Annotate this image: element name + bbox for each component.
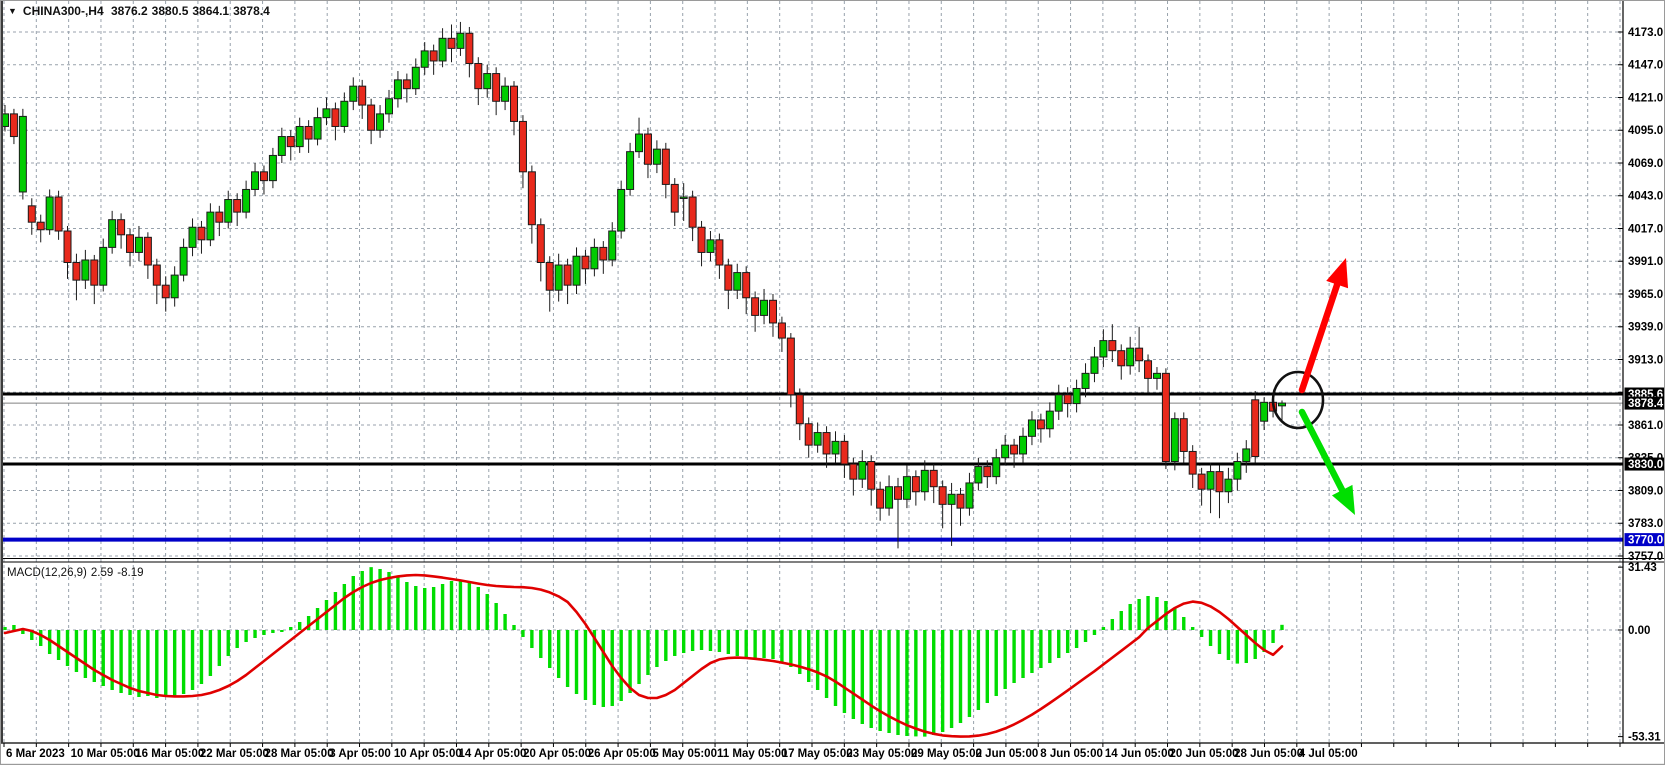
highlight-circle	[1271, 370, 1325, 430]
svg-text:4173.0: 4173.0	[1628, 27, 1663, 39]
time-label: 10 Mar 05:00	[71, 748, 140, 760]
time-label: 3 Apr 05:00	[329, 748, 391, 760]
price-label-3830.0: 3830.0	[1628, 459, 1663, 471]
macd-signal-value: -8.19	[117, 567, 144, 579]
pane-borders	[1, 1, 1664, 744]
macd-main-value: 2.59	[90, 567, 114, 579]
svg-text:4017.0: 4017.0	[1628, 223, 1663, 235]
annotations	[1271, 258, 1355, 515]
window-bottom-strip	[1, 763, 1664, 764]
symbol-period-label: CHINA300-,H4	[22, 4, 104, 18]
candles	[1, 21, 1286, 549]
svg-text:3965.0: 3965.0	[1628, 289, 1663, 301]
ohlc-close: 3878.4	[233, 4, 270, 18]
svg-text:3783.0: 3783.0	[1628, 518, 1663, 530]
time-label: 17 May 05:00	[782, 748, 853, 760]
svg-text:-53.31: -53.31	[1628, 732, 1661, 744]
time-label: 20 Jun 05:00	[1170, 748, 1239, 760]
time-label: 26 Apr 05:00	[588, 748, 656, 760]
svg-text:4069.0: 4069.0	[1628, 158, 1663, 170]
macd-name: MACD(12,26,9)	[7, 567, 87, 579]
price-label-3878.4: 3878.4	[1628, 398, 1664, 410]
time-label: 20 Apr 05:00	[523, 748, 591, 760]
time-label: 4 Jul 05:00	[1299, 748, 1358, 760]
ohlc-low: 3864.1	[192, 4, 230, 18]
svg-text:4147.0: 4147.0	[1628, 60, 1663, 72]
svg-text:0.00: 0.00	[1628, 625, 1650, 637]
macd-indicator-label: MACD(12,26,9) 2.59 -8.19	[7, 567, 148, 579]
svg-text:3991.0: 3991.0	[1628, 256, 1663, 268]
svg-text:3939.0: 3939.0	[1628, 322, 1663, 334]
up-arrow	[1298, 258, 1349, 394]
macd-histogram	[3, 567, 1284, 737]
price-label-3770.0: 3770.0	[1628, 535, 1663, 547]
time-label: 10 Apr 05:00	[394, 748, 462, 760]
symbol-dropdown-icon[interactable]: ▼	[8, 6, 17, 16]
price-lines[interactable]	[1, 392, 1623, 542]
time-label: 11 May 05:00	[717, 748, 787, 760]
svg-text:3861.0: 3861.0	[1628, 420, 1663, 432]
time-label: 16 Mar 05:00	[135, 748, 204, 760]
svg-text:3809.0: 3809.0	[1628, 485, 1663, 497]
ohlc-high: 3880.5	[151, 4, 189, 18]
time-label: 28 Mar 05:00	[265, 748, 334, 760]
svg-text:4043.0: 4043.0	[1628, 191, 1663, 203]
time-label: 5 May 05:00	[652, 748, 717, 760]
svg-text:31.43: 31.43	[1628, 562, 1657, 574]
down-arrow	[1298, 408, 1355, 515]
svg-text:3757.0: 3757.0	[1628, 551, 1663, 563]
time-label: 22 Mar 05:00	[200, 748, 269, 760]
time-label: 14 Jun 05:00	[1105, 748, 1174, 760]
time-label: 23 May 05:00	[846, 748, 917, 760]
time-label: 29 May 05:00	[911, 748, 982, 760]
macd-signal-line	[3, 573, 1284, 738]
time-label: 14 Apr 05:00	[458, 748, 526, 760]
time-label: 8 Jun 05:00	[1040, 748, 1103, 760]
svg-text:4095.0: 4095.0	[1628, 125, 1663, 137]
ohlc-open: 3876.2	[110, 4, 148, 18]
macd-axis[interactable]: 31.43 0.00 -53.31	[1618, 562, 1661, 744]
chart-header: ▼ CHINA300-,H4 3876.2 3880.5 3864.1 3878.4	[8, 4, 274, 18]
time-label: 6 Mar 2023	[6, 748, 65, 760]
time-label: 28 Jun 05:00	[1234, 748, 1303, 760]
svg-text:3913.0: 3913.0	[1628, 354, 1663, 366]
time-label: 2 Jun 05:00	[976, 748, 1039, 760]
svg-text:4121.0: 4121.0	[1628, 92, 1663, 104]
